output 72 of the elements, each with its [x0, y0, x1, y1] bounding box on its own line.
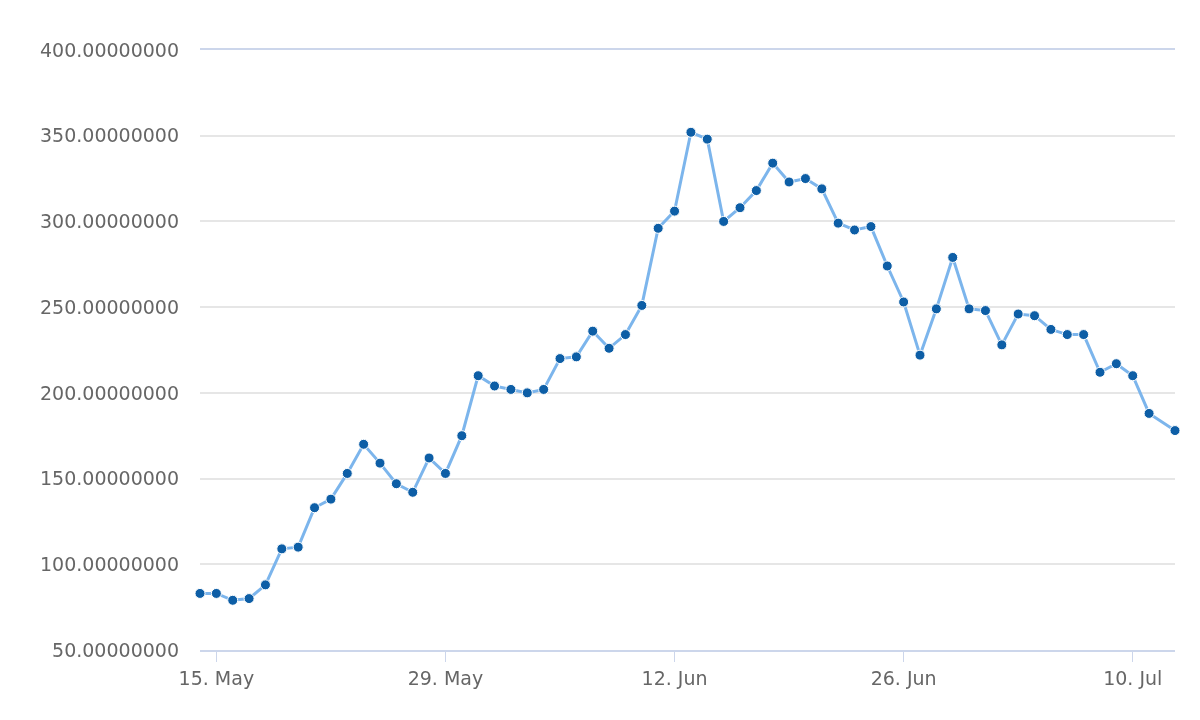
x-tick-label: 15. May — [178, 666, 255, 689]
y-tick-label: 50.00000000 — [52, 638, 179, 661]
point — [652, 222, 664, 234]
x-tick-label: 29. May — [407, 666, 484, 689]
point — [521, 387, 533, 399]
point — [1094, 366, 1106, 378]
point — [439, 467, 451, 479]
point — [996, 339, 1008, 351]
point — [390, 478, 402, 490]
point — [538, 383, 550, 395]
point — [1110, 358, 1122, 370]
point — [210, 587, 222, 599]
point — [963, 303, 975, 315]
point — [865, 221, 877, 233]
y-tick-label: 300.00000000 — [39, 210, 179, 233]
point — [930, 303, 942, 315]
point — [767, 157, 779, 169]
y-tick-label: 200.00000000 — [39, 381, 179, 404]
point — [358, 438, 370, 450]
point — [423, 452, 435, 464]
point — [1045, 323, 1057, 335]
point — [570, 351, 582, 363]
point — [718, 215, 730, 227]
point — [734, 202, 746, 214]
point — [194, 587, 206, 599]
point — [685, 126, 697, 138]
point — [489, 380, 501, 392]
point — [799, 173, 811, 185]
point — [276, 543, 288, 555]
point — [619, 329, 631, 341]
point — [309, 502, 321, 514]
point — [243, 593, 255, 605]
y-tick-label: 100.00000000 — [39, 552, 179, 575]
point — [832, 217, 844, 229]
point — [227, 594, 239, 606]
point — [1061, 329, 1073, 341]
point — [898, 296, 910, 308]
point — [1078, 329, 1090, 341]
x-tick-label: 10. Jul — [1103, 666, 1163, 689]
point — [636, 299, 648, 311]
point — [701, 133, 713, 145]
point — [669, 205, 681, 217]
point — [881, 260, 893, 272]
y-tick-label: 350.00000000 — [39, 124, 179, 147]
point — [1029, 310, 1041, 322]
x-tick-label: 12. Jun — [641, 666, 708, 689]
point — [816, 183, 828, 195]
point — [341, 467, 353, 479]
point — [603, 342, 615, 354]
point — [325, 493, 337, 505]
point — [587, 325, 599, 337]
point — [1012, 308, 1024, 320]
point — [292, 541, 304, 553]
point — [407, 486, 419, 498]
point — [505, 383, 517, 395]
point — [750, 185, 762, 197]
y-tick-label: 150.00000000 — [39, 467, 179, 490]
point — [914, 349, 926, 361]
point — [947, 251, 959, 263]
point — [374, 457, 386, 469]
point — [259, 579, 271, 591]
y-tick-label: 400.00000000 — [39, 38, 179, 61]
point — [1143, 407, 1155, 419]
point — [472, 370, 484, 382]
point — [783, 176, 795, 188]
point — [1127, 370, 1139, 382]
point — [456, 430, 468, 442]
point — [979, 305, 991, 317]
y-tick-label: 250.00000000 — [39, 295, 179, 318]
point — [554, 353, 566, 365]
x-tick-label: 26. Jun — [870, 666, 937, 689]
point — [849, 224, 861, 236]
